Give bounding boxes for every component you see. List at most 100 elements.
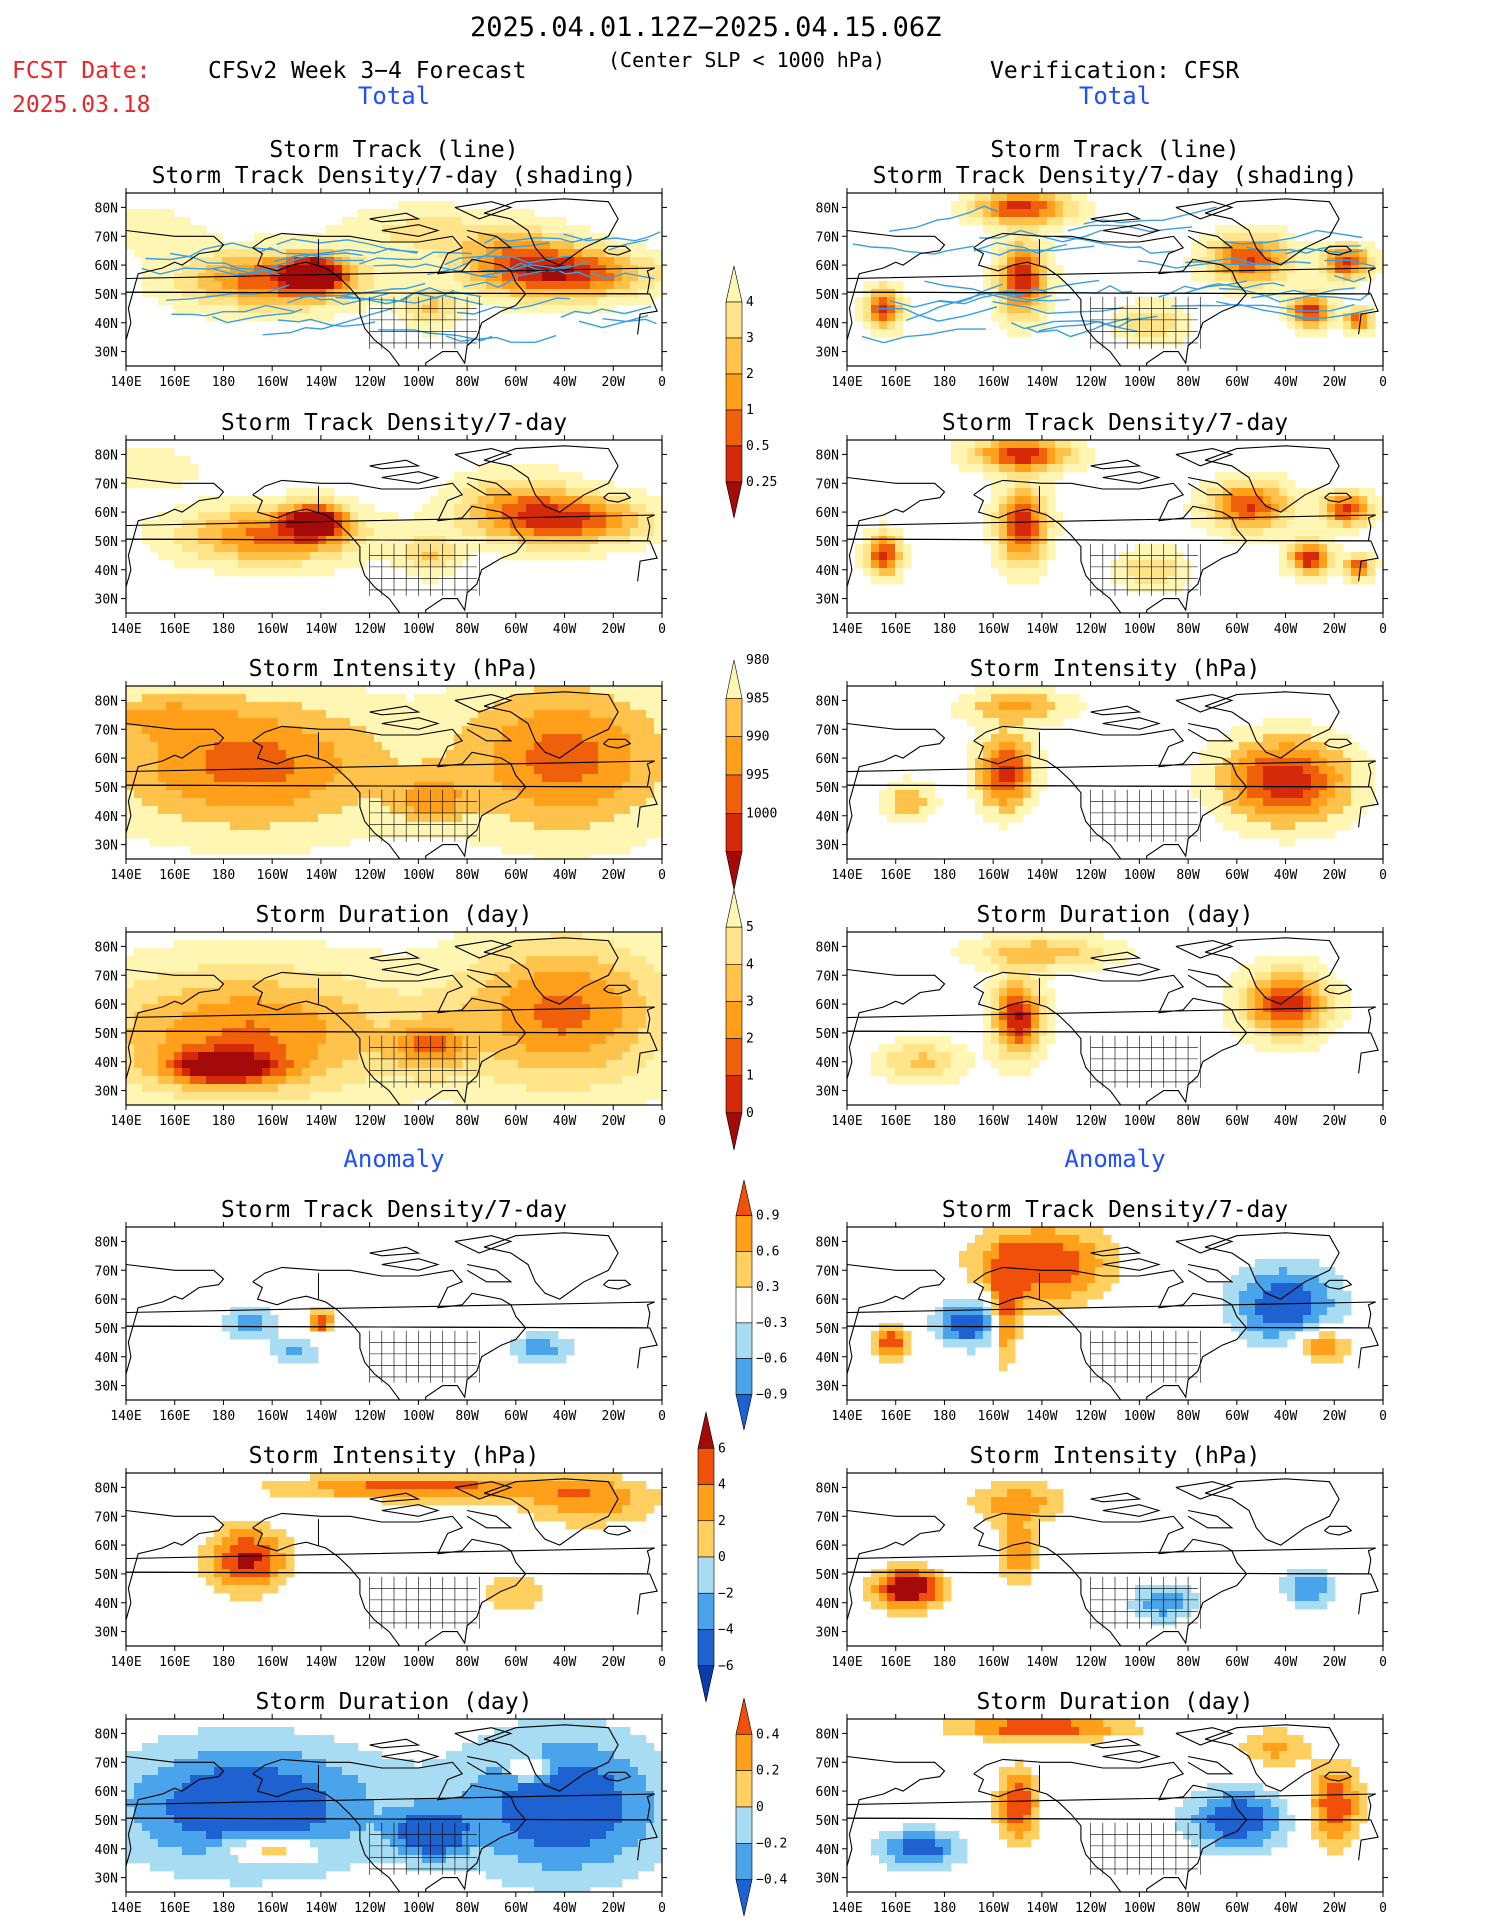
field-cell [342, 560, 351, 569]
field-cell [254, 782, 263, 791]
field-cell [1287, 790, 1296, 799]
field-cell [1319, 750, 1328, 759]
x-tick-label: 180 [933, 622, 956, 637]
field-cell [558, 790, 567, 799]
field-cell [1039, 273, 1048, 282]
field-cell [350, 520, 359, 529]
field-cell [302, 718, 311, 727]
field-cell [366, 814, 375, 823]
field-cell [190, 750, 199, 759]
field-cell [879, 520, 888, 529]
field-cell [182, 265, 191, 274]
field-cell [590, 249, 599, 258]
field-cell [1367, 520, 1376, 529]
field-cell [430, 321, 439, 330]
field-cell [1039, 464, 1048, 473]
field-cell [582, 838, 591, 847]
field-cell [574, 846, 583, 855]
field-cell [310, 488, 319, 497]
field-cell [526, 948, 535, 957]
field-cell [478, 544, 487, 553]
field-cell [1055, 201, 1064, 210]
field-cell [182, 297, 191, 306]
field-cell [1071, 448, 1080, 457]
field-cell [582, 822, 591, 831]
field-cell [566, 281, 575, 290]
field-cell [1031, 552, 1040, 561]
field-cell [1151, 305, 1160, 314]
x-tick-label: 140E [110, 622, 141, 637]
field-cell [414, 201, 423, 210]
coastline [454, 448, 513, 467]
field-cell [991, 560, 1000, 569]
field-cell [302, 758, 311, 767]
field-cell [1351, 305, 1360, 314]
field-cell [150, 718, 159, 727]
field-cell [478, 814, 487, 823]
storm-track-line [378, 329, 493, 342]
field-cell [1247, 512, 1256, 521]
field-cell [246, 948, 255, 957]
field-cell [190, 798, 199, 807]
panel-title: Storm Track Density/7-day [221, 410, 567, 436]
field-cell [1319, 520, 1328, 529]
field-cell [574, 790, 583, 799]
field-cell [350, 552, 359, 561]
field-cell [654, 726, 662, 735]
field-cell [366, 798, 375, 807]
field-cell [1327, 560, 1336, 569]
field-cell [230, 774, 239, 783]
field-cell [558, 734, 567, 743]
field-cell [478, 766, 487, 775]
field-cell [1327, 822, 1336, 831]
field-cell [454, 544, 463, 553]
field-cell [1335, 528, 1344, 537]
field-cell [390, 766, 399, 775]
field-cell [1055, 702, 1064, 711]
field-cell [206, 956, 215, 965]
field-cell [470, 758, 479, 767]
field-cell [166, 798, 175, 807]
field-cell [566, 273, 575, 282]
field-cell [991, 504, 1000, 513]
field-cell [1359, 758, 1368, 767]
field-cell [638, 686, 647, 695]
field-cell [142, 694, 151, 703]
field-cell [606, 822, 615, 831]
field-cell [270, 702, 279, 711]
field-cell [1287, 313, 1296, 322]
field-cell [158, 480, 167, 489]
field-cell [310, 297, 319, 306]
coastline [483, 445, 619, 513]
field-cell [622, 846, 631, 855]
field-cell [366, 742, 375, 751]
field-cell [1271, 520, 1280, 529]
field-cell [622, 948, 631, 957]
field-cell [526, 830, 535, 839]
field-cell [1079, 440, 1088, 449]
field-cell [1047, 520, 1056, 529]
field-cell [518, 520, 527, 529]
storm-track-line [359, 251, 472, 265]
field-cell [214, 544, 223, 553]
field-cell [526, 710, 535, 719]
field-cell [366, 520, 375, 529]
field-cell [590, 838, 599, 847]
map-panel-l1: Storm Track (line)Storm Track Density/7-… [95, 137, 667, 390]
field-cell [646, 750, 655, 759]
field-cell [262, 536, 271, 545]
field-cell [326, 838, 335, 847]
field-cell [630, 265, 639, 274]
field-cell [142, 790, 151, 799]
field-cell [590, 520, 599, 529]
field-cell [542, 504, 551, 513]
coastline [483, 198, 619, 266]
field-cell [510, 496, 519, 505]
field-cell [959, 440, 968, 449]
field-cell [486, 822, 495, 831]
field-cell [206, 710, 215, 719]
field-cell [262, 790, 271, 799]
field-cell [398, 790, 407, 799]
field-cell [350, 718, 359, 727]
field-cell [526, 766, 535, 775]
